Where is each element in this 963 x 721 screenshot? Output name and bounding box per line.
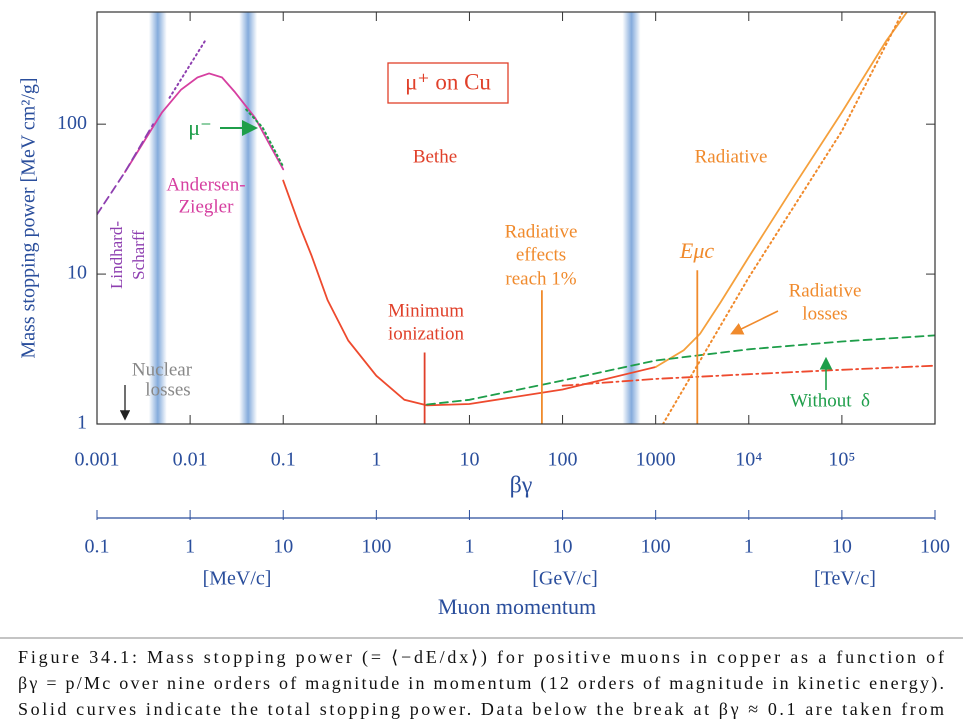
unit-label: [TeV/c]	[814, 568, 876, 590]
x2-tick-label: 10	[832, 536, 852, 558]
arrow	[730, 310, 779, 335]
break-band	[148, 12, 167, 424]
x-tick-label: 10⁵	[828, 449, 855, 471]
x2-tick-label: 10	[273, 536, 293, 558]
label-rad-effects-2: effects	[516, 244, 566, 265]
curves	[97, 12, 935, 424]
axes: 0.001 0.01 0.1 1 10 100 1000 10⁴ 10⁵ 1 10 100 0.1 1 10…	[57, 12, 950, 558]
y-axis-title: Mass stopping power [MeV cm²/g]	[18, 77, 40, 358]
x2-tick-label: 100	[361, 536, 391, 558]
curve	[662, 12, 904, 424]
label-minimum: Minimum	[388, 300, 464, 321]
label-rad-losses-2: losses	[802, 303, 847, 324]
curve	[97, 123, 154, 216]
x-tick-label: 1000	[636, 449, 676, 471]
caption-line: βγ = p/Mc over nine orders of magnitude …	[18, 673, 944, 694]
label-nuclear-losses: losses	[145, 379, 190, 400]
label-bethe: Bethe	[413, 146, 457, 167]
unit-label: [MeV/c]	[203, 568, 272, 590]
x-tick-label: 10⁴	[735, 449, 762, 471]
x2-tick-label: 1	[464, 536, 474, 558]
label-rad-effects-1: Radiative	[505, 221, 578, 242]
title-box	[387, 62, 509, 104]
x2-tick-label: 100	[641, 536, 671, 558]
label-ziegler: Ziegler	[179, 196, 235, 217]
y-tick-label: 100	[57, 112, 87, 134]
curve	[561, 364, 935, 387]
break-band	[622, 12, 641, 424]
label-mu-minus: μ⁻	[188, 115, 211, 140]
label-scharff: Scharff	[129, 230, 148, 280]
label-radiative: Radiative	[695, 146, 768, 167]
label-andersen: Andersen-	[166, 174, 245, 195]
label-nuclear: Nuclear	[132, 359, 193, 380]
x-tick-label: 0.1	[271, 449, 296, 471]
curve	[124, 72, 285, 173]
label-rad-losses-1: Radiative	[789, 280, 862, 301]
x-tick-label: 1	[371, 449, 381, 471]
curve	[654, 12, 908, 368]
label-rad-effects-3: reach 1%	[505, 268, 576, 289]
chart-title: μ⁺ on Cu	[405, 69, 491, 94]
curve	[245, 108, 285, 168]
y-tick-label: 10	[67, 262, 87, 284]
x2-tick-label: 1	[744, 536, 754, 558]
x-axis-title: βγ	[510, 473, 533, 499]
x-tick-label: 10	[459, 449, 479, 471]
x2-tick-label: 10	[553, 536, 573, 558]
plot-frame	[96, 11, 936, 425]
label-lindhard: Lindhard-	[107, 221, 126, 289]
x2-tick-label: 0.1	[85, 536, 110, 558]
label-ionization: ionization	[388, 323, 464, 344]
x2-tick-label: 100	[920, 536, 950, 558]
caption-line: Figure 34.1: Mass stopping power (= ⟨−dE…	[18, 647, 944, 668]
x-tick-label: 100	[548, 449, 578, 471]
label-without-delta: Without δ	[790, 390, 870, 411]
x2-tick-label: 1	[185, 536, 195, 558]
curve	[282, 179, 657, 407]
caption-line: Solid curves indicate the total stopping…	[18, 699, 944, 719]
unit-label: [GeV/c]	[532, 568, 598, 590]
x-tick-label: 0.001	[75, 449, 120, 471]
y-tick-label: 1	[77, 412, 87, 434]
break-band	[239, 12, 258, 424]
curve	[168, 39, 207, 99]
curve	[426, 334, 935, 406]
label-critical-energy: Eμc	[679, 238, 714, 263]
x-tick-label: 0.01	[173, 449, 208, 471]
x2-axis-title: Muon momentum	[438, 594, 596, 619]
